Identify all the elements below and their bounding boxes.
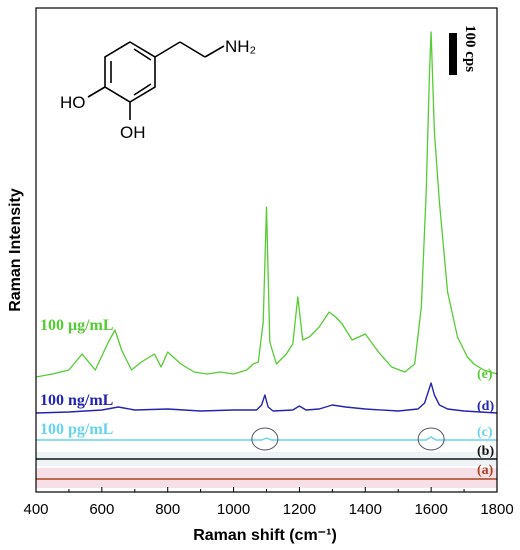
x-tick-label-1200: 1200 bbox=[283, 501, 316, 518]
x-tick-label-1000: 1000 bbox=[217, 501, 250, 518]
background-bands bbox=[36, 452, 497, 488]
ring-double-bond-2 bbox=[133, 48, 152, 61]
series-label-d: 100 ng/mL bbox=[40, 392, 113, 409]
series-line-d bbox=[35, 382, 498, 414]
amine-label: NH₂ bbox=[225, 37, 256, 56]
annotation-ellipse-2 bbox=[417, 427, 445, 451]
series-tag-e: (e) bbox=[477, 367, 493, 382]
series-tag-b: (b) bbox=[477, 444, 494, 459]
x-tick-label-1800: 1800 bbox=[480, 501, 513, 518]
side-chain-bond-3 bbox=[204, 45, 225, 58]
ring-double-bond-3 bbox=[133, 83, 152, 96]
series-line-c bbox=[36, 436, 497, 441]
series-tag-c: (c) bbox=[477, 425, 493, 440]
series-label-e: 100 μg/mL bbox=[40, 317, 114, 334]
scale-bar bbox=[449, 33, 457, 75]
x-axis-ticks: 400 600 800 1000 1200 1400 1600 1800 bbox=[23, 487, 514, 518]
annotation-ellipse-1 bbox=[251, 427, 279, 451]
benzene-ring bbox=[104, 41, 156, 103]
side-chain-bond-1 bbox=[154, 41, 181, 58]
series-tag-a: (a) bbox=[477, 463, 494, 478]
series-tag-d: (d) bbox=[477, 399, 494, 414]
hydroxyl-label-2: OH bbox=[120, 123, 146, 142]
scale-bar-label: 100 cps bbox=[462, 25, 478, 72]
x-tick-label-600: 600 bbox=[89, 501, 114, 518]
band-a bbox=[36, 468, 497, 488]
x-tick-label-1600: 1600 bbox=[414, 501, 447, 518]
series-line-e bbox=[35, 31, 498, 378]
hydroxyl-bond-1 bbox=[87, 86, 106, 98]
y-axis-title: Raman Intensity bbox=[7, 188, 24, 312]
series-layer: 100 μg/mL (e) 100 ng/mL (d) 100 pg/mL (c) (b) (… bbox=[35, 31, 498, 480]
x-tick-label-800: 800 bbox=[155, 501, 180, 518]
series-label-c: 100 pg/mL bbox=[40, 421, 113, 438]
hydroxyl-label-1: HO bbox=[60, 93, 86, 112]
x-tick-label-1400: 1400 bbox=[349, 501, 382, 518]
annotation-layer bbox=[251, 427, 445, 451]
x-tick-label-400: 400 bbox=[23, 501, 48, 518]
side-chain-bond-2 bbox=[179, 41, 206, 58]
x-axis-title: Raman shift (cm⁻¹) bbox=[193, 527, 337, 544]
dopamine-structure bbox=[87, 41, 225, 120]
